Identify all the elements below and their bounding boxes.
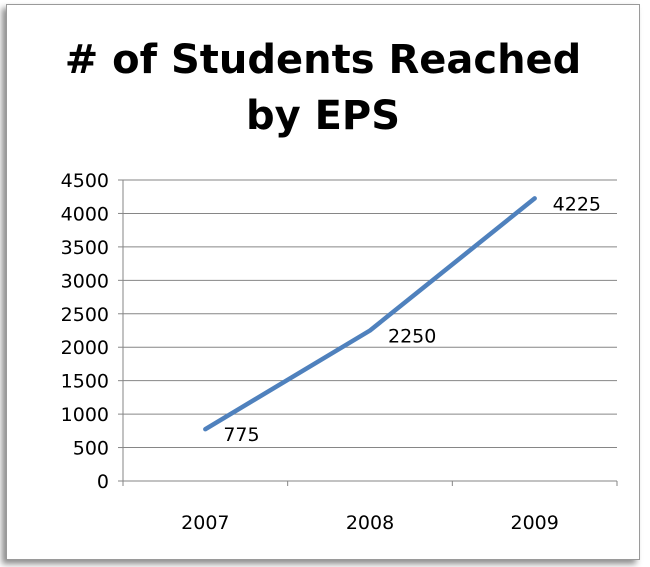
series-lines [203,196,537,432]
y-tick-label: 2000 [61,337,109,359]
y-tick-label: 1000 [61,404,109,426]
y-tick-label: 4500 [61,170,109,192]
data-label: 4225 [553,193,601,215]
series-line [203,196,537,432]
y-tick-label: 3000 [61,270,109,292]
data-label: 775 [223,424,259,446]
x-axis-ticks: 2007 2008 2009 [181,512,559,534]
x-tick-label: 2009 [510,512,558,534]
y-tick-label: 2500 [61,304,109,326]
y-tick-label: 4000 [61,203,109,225]
chart-title: # of Students Reached by EPS [6,32,640,144]
y-tick-label: 3500 [61,237,109,259]
chart-frame [6,4,640,560]
y-tick-label: 1500 [61,371,109,393]
data-labels: 775 2250 4225 [223,193,601,446]
x-tick-label: 2007 [181,512,229,534]
chart-title-line-1: # of Students Reached [64,37,582,83]
y-tick-label: 0 [97,471,109,493]
y-tick-label: 500 [73,438,109,460]
x-tick-label: 2008 [346,512,394,534]
chart-title-line-2: by EPS [245,93,401,139]
gridlines [118,179,618,486]
data-label: 2250 [388,326,436,348]
y-axis-ticks: 0 500 1000 1500 2000 2500 3000 3500 4000 4500 [61,170,109,493]
